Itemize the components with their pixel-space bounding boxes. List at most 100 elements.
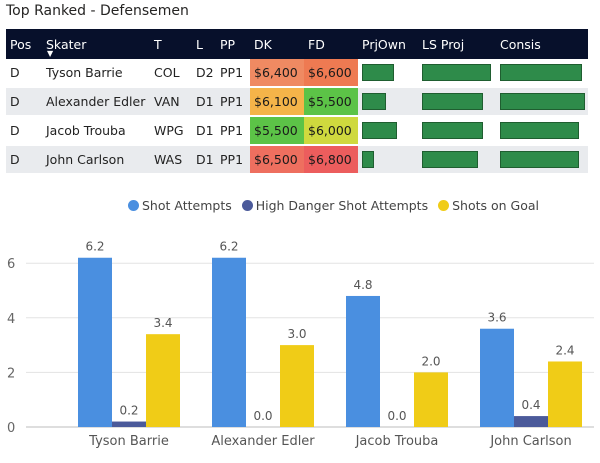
bar-shot-attempts[interactable] — [212, 257, 246, 427]
bar-shots-on-goal[interactable] — [146, 334, 180, 427]
column-header-line[interactable]: L — [192, 29, 216, 59]
cell-team: COL — [150, 59, 192, 88]
cell-fd-salary: $6,600 — [304, 59, 358, 88]
cell-skater: Alexander Edler — [42, 87, 150, 117]
cell-pos: D — [6, 145, 42, 175]
column-header-fd[interactable]: FD — [304, 29, 358, 59]
consis-databar — [500, 93, 586, 110]
lsproj-databar — [422, 151, 479, 168]
legend-item-shot-attempts[interactable]: Shot Attempts — [128, 198, 232, 213]
x-category-label: Alexander Edler — [211, 434, 315, 449]
y-tick-label: 2 — [7, 366, 15, 381]
legend-dot-icon — [128, 200, 139, 211]
cell-prjown — [358, 116, 418, 146]
cell-dk-salary: $6,500 — [250, 145, 304, 175]
data-label: 2.0 — [421, 354, 440, 368]
consis-databar — [500, 151, 580, 168]
cell-line: D2 — [192, 59, 216, 88]
column-header-lsproj[interactable]: LS Proj — [418, 29, 496, 59]
data-label: 0.2 — [119, 404, 138, 418]
cell-lsproj — [418, 116, 496, 146]
table-row[interactable]: D Tyson Barrie COL D2 PP1 $6,400 $6,600 — [6, 59, 588, 88]
legend-item-high-danger-shot-attempts[interactable]: High Danger Shot Attempts — [241, 198, 429, 213]
y-tick-label: 0 — [7, 421, 15, 436]
x-category-label: Tyson Barrie — [88, 434, 169, 449]
data-label: 4.8 — [353, 278, 372, 292]
bar-shots-on-goal[interactable] — [280, 345, 314, 427]
bar-shots-on-goal[interactable] — [414, 372, 448, 427]
cell-consis — [496, 116, 588, 146]
data-label: 3.6 — [487, 311, 506, 325]
table-header-row: Pos Skater ▼ T L PP DK FD PrjOwn LS Proj… — [6, 29, 588, 59]
cell-skater: Jacob Trouba — [42, 116, 150, 146]
cell-lsproj — [418, 87, 496, 117]
table-row[interactable]: D Jacob Trouba WPG D1 PP1 $5,500 $6,000 — [6, 116, 588, 146]
cell-prjown — [358, 59, 418, 88]
data-label: 0.0 — [387, 409, 406, 423]
cell-prjown — [358, 145, 418, 175]
data-label: 3.4 — [153, 316, 172, 330]
column-header-dk[interactable]: DK — [250, 29, 304, 59]
lsproj-databar — [422, 64, 491, 81]
cell-consis — [496, 145, 588, 175]
legend-label: Shots on Goal — [452, 198, 539, 213]
x-category-label: Jacob Trouba — [355, 434, 439, 449]
prjown-databar — [362, 122, 398, 139]
bar-shot-attempts[interactable] — [480, 328, 514, 427]
bar-high-danger-shot-attempts[interactable] — [514, 416, 548, 427]
table-row[interactable]: D Alexander Edler VAN D1 PP1 $6,100 $5,500 — [6, 87, 588, 117]
cell-line: D1 — [192, 116, 216, 146]
column-header-prjown[interactable]: PrjOwn — [358, 29, 418, 59]
cell-skater: Tyson Barrie — [42, 59, 150, 88]
cell-dk-salary: $6,400 — [250, 59, 304, 88]
lsproj-databar — [422, 122, 483, 139]
y-tick-label: 6 — [7, 257, 15, 272]
table-title: Top Ranked - Defensemen — [6, 3, 189, 19]
consis-databar — [500, 64, 582, 81]
column-header-skater-label: Skater — [46, 36, 87, 52]
cell-line: D1 — [192, 87, 216, 117]
shots-bar-chart: 0 2 4 6 6.2 0.2 3.4 Tyson Barrie 6.2 0.0 3.0 Alexan… — [7, 240, 594, 449]
column-header-consis[interactable]: Consis — [496, 29, 588, 59]
legend-label: High Danger Shot Attempts — [255, 198, 429, 213]
column-header-team[interactable]: T — [150, 29, 192, 59]
cell-consis — [496, 59, 588, 88]
bar-shot-attempts[interactable] — [346, 295, 380, 427]
cell-pos: D — [6, 59, 42, 88]
bar-high-danger-shot-attempts[interactable] — [112, 421, 146, 427]
prjown-databar — [362, 151, 375, 168]
legend-dot-icon — [241, 200, 253, 211]
column-header-pos[interactable]: Pos — [6, 29, 42, 59]
table-row[interactable]: D John Carlson WAS D1 PP1 $6,500 $6,800 — [6, 145, 588, 175]
sort-descending-icon[interactable]: ▼ — [47, 49, 54, 58]
table-body: D Tyson Barrie COL D2 PP1 $6,400 $6,600 D Alexan… — [6, 59, 588, 175]
cell-pos: D — [6, 116, 42, 146]
cell-pp: PP1 — [216, 145, 250, 175]
lsproj-databar — [422, 93, 483, 110]
cell-dk-salary: $5,500 — [250, 116, 304, 146]
cell-lsproj — [418, 145, 496, 175]
x-category-label: John Carlson — [489, 434, 571, 449]
cell-line: D1 — [192, 145, 216, 175]
legend-dot-icon — [438, 200, 450, 211]
legend-label: Shot Attempts — [142, 198, 232, 213]
column-header-skater[interactable]: Skater ▼ — [42, 29, 150, 59]
cell-skater: John Carlson — [42, 145, 150, 175]
data-label: 6.2 — [219, 240, 238, 254]
prjown-databar — [362, 64, 394, 81]
bar-shot-attempts[interactable] — [78, 257, 112, 427]
cell-consis — [496, 87, 588, 117]
legend-item-shots-on-goal[interactable]: Shots on Goal — [438, 198, 539, 213]
cell-pos: D — [6, 87, 42, 117]
cell-fd-salary: $6,000 — [304, 116, 358, 146]
cell-fd-salary: $6,800 — [304, 145, 358, 175]
data-label: 2.4 — [555, 343, 574, 357]
cell-prjown — [358, 87, 418, 117]
cell-team: WAS — [150, 145, 192, 175]
data-label: 6.2 — [85, 240, 104, 254]
cell-team: WPG — [150, 116, 192, 146]
bar-shots-on-goal[interactable] — [548, 361, 582, 427]
y-tick-label: 4 — [7, 312, 15, 327]
cell-pp: PP1 — [216, 59, 250, 88]
column-header-pp[interactable]: PP — [216, 29, 250, 59]
